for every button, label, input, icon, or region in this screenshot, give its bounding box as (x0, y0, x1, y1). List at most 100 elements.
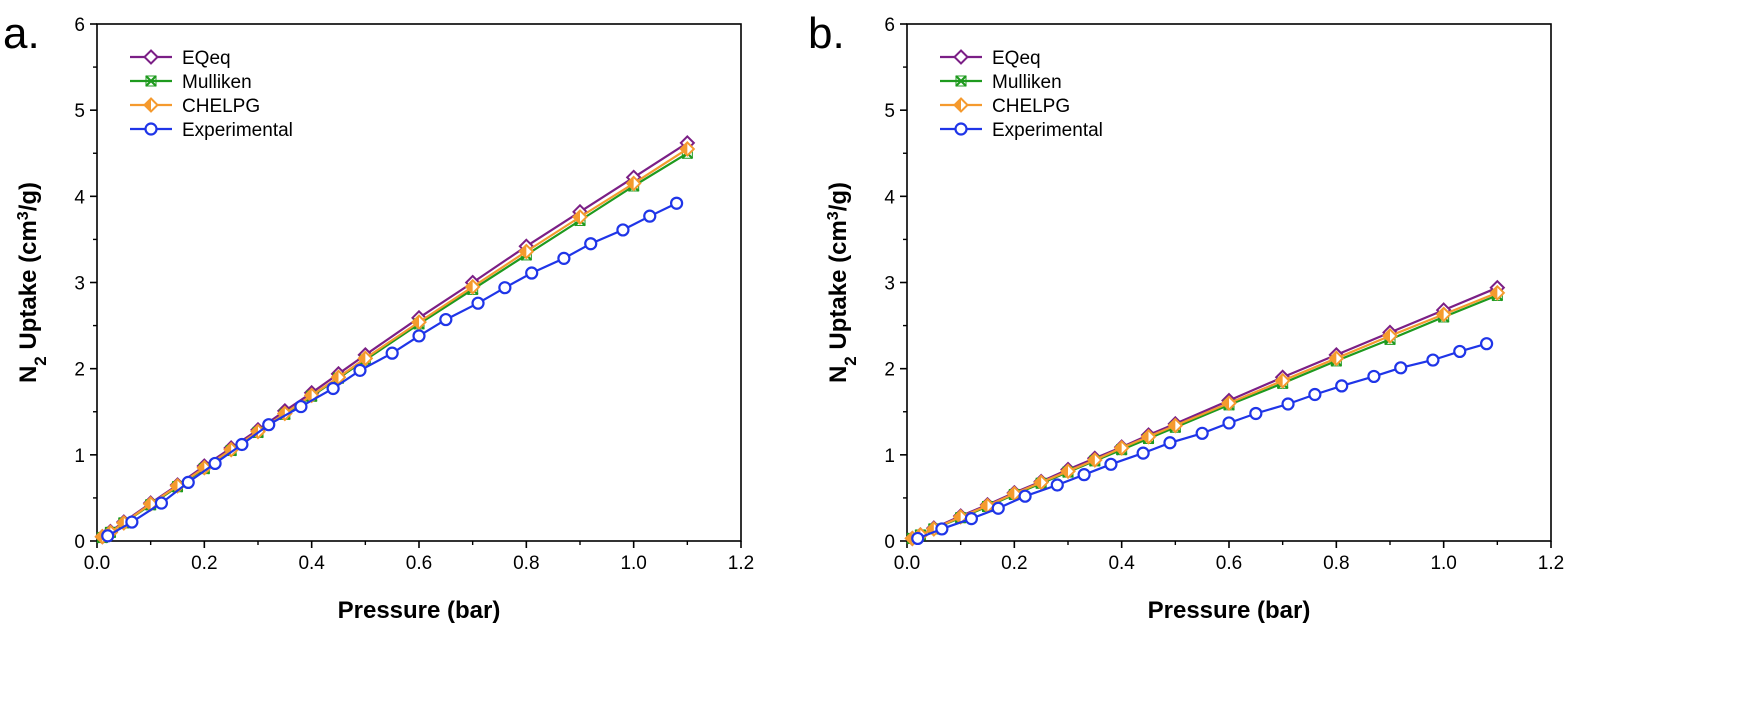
y-tick-label: 1 (884, 446, 895, 467)
y-tick-label: 3 (74, 274, 85, 295)
data-point (1060, 463, 1076, 480)
y-tick-label: 0 (74, 532, 85, 553)
data-point (235, 437, 249, 452)
data-point (1382, 328, 1398, 344)
y-tick-label: 6 (884, 15, 895, 36)
legend-item: Mulliken (940, 72, 1062, 93)
y-tick-label: 5 (884, 101, 895, 122)
x-tick-label: 1.2 (728, 553, 754, 574)
y-tick-label: 2 (884, 360, 895, 381)
legend-label: Experimental (992, 120, 1103, 141)
legend-marker (955, 75, 967, 87)
data-point (679, 141, 696, 157)
legend-label: CHELPG (182, 96, 260, 117)
data-point (935, 522, 949, 536)
data-point (326, 381, 340, 396)
y-tick-label: 2 (74, 360, 85, 381)
data-point (411, 314, 427, 331)
data-point (385, 346, 399, 360)
data-point (1050, 478, 1064, 492)
data-point (557, 251, 571, 265)
data-point (1274, 372, 1291, 389)
legend-label: CHELPG (992, 96, 1070, 117)
legend-marker (143, 97, 159, 113)
y-tick-label: 4 (74, 187, 85, 208)
data-point (412, 329, 426, 343)
x-tick-label: 0.0 (894, 553, 920, 574)
data-point (101, 529, 115, 543)
x-axis-label: Pressure (bar) (1148, 597, 1311, 624)
x-tick-label: 0.8 (513, 553, 539, 574)
data-point (1163, 436, 1177, 450)
legend-marker (144, 122, 158, 136)
legend-label: EQeq (992, 48, 1041, 69)
panel-label: a. (3, 9, 40, 58)
chart-panel-b: b. 0.0 0.2 0.4 0.6 0.8 1.0 1.2 0 1 2 3 4 5 6 Pressure (… (808, 9, 1564, 624)
data-point (964, 511, 979, 526)
legend-marker (953, 97, 969, 113)
data-point (1426, 353, 1440, 367)
data-point (1033, 474, 1050, 491)
panel-label: b. (808, 9, 845, 58)
legend-label: Mulliken (182, 72, 252, 93)
data-point (353, 363, 367, 377)
data-point (498, 281, 512, 295)
y-tick-label: 5 (74, 101, 85, 122)
data-point (669, 196, 684, 210)
data-point (464, 278, 481, 295)
data-point (439, 312, 453, 327)
series-experimental (911, 337, 1494, 546)
legend-marker (145, 75, 157, 87)
x-tick-label: 0.8 (1323, 553, 1349, 574)
data-point (1308, 387, 1322, 402)
data-point (584, 237, 598, 251)
x-tick-label: 1.2 (1538, 553, 1564, 574)
data-point (991, 501, 1005, 515)
data-point (1367, 369, 1381, 384)
data-point (1479, 337, 1494, 351)
legend-item: Mulliken (130, 72, 252, 93)
data-point (1136, 446, 1150, 460)
data-point (1018, 489, 1032, 503)
data-point (1167, 417, 1184, 434)
legend-label: Experimental (182, 120, 293, 141)
legend-item: CHELPG (940, 96, 1070, 117)
x-tick-label: 0.2 (191, 553, 217, 574)
data-point (1453, 344, 1467, 359)
data-point (625, 175, 642, 192)
x-tick-label: 0.4 (298, 553, 325, 574)
y-tick-label: 6 (74, 15, 85, 36)
legend-marker (953, 49, 969, 65)
series-experimental (101, 196, 684, 543)
data-point (525, 266, 539, 280)
legend: EQeq Mulliken CHELPG Experimental (130, 48, 293, 141)
x-axis-label: Pressure (bar) (338, 597, 501, 624)
data-point (1086, 452, 1103, 468)
y-tick-label: 1 (74, 446, 85, 467)
data-point (1195, 426, 1209, 440)
data-point (572, 209, 588, 225)
y-tick-label: 3 (884, 274, 895, 295)
data-point (1222, 416, 1236, 430)
data-point (294, 399, 308, 414)
data-point (1281, 397, 1295, 411)
legend-label: EQeq (182, 48, 231, 69)
data-point (518, 243, 535, 260)
data-point (262, 418, 276, 432)
data-point (181, 475, 195, 490)
legend-item: CHELPG (130, 96, 260, 117)
x-tick-label: 0.4 (1108, 553, 1135, 574)
data-point (616, 223, 630, 237)
data-point (1077, 468, 1091, 482)
data-point (125, 515, 139, 529)
data-point (1328, 350, 1345, 367)
y-axis-label: N2 Uptake (cm3/g) (15, 182, 50, 383)
x-tick-label: 0.6 (406, 553, 432, 574)
data-point (357, 350, 374, 367)
data-point (196, 459, 213, 476)
legend-item: EQeq (940, 48, 1041, 69)
y-tick-label: 0 (884, 532, 895, 553)
chart-panel-a: a. 0.0 0.2 0.4 0.6 0.8 1.0 1.2 0 1 2 3 4 5 6 Pressure (… (3, 9, 754, 624)
data-point (1140, 428, 1157, 445)
